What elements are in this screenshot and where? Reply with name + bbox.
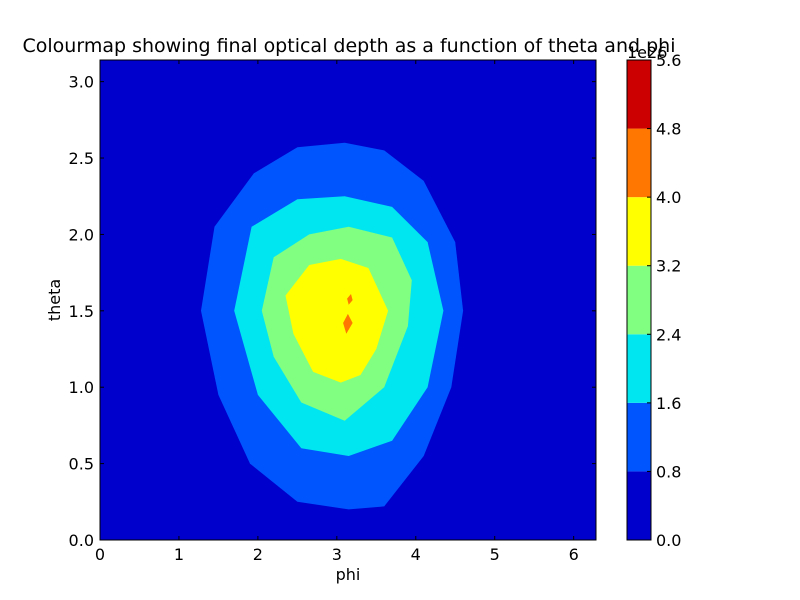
colorbar-frame [626,59,652,541]
colorbar-segment [627,128,651,198]
plot-frame [99,59,597,541]
x-tick-label: 4 [411,545,421,564]
contour-region-6 [347,294,353,305]
x-axis-ticks: 0 1 2 3 4 5 6 [95,60,579,564]
x-tick-label: 0 [95,545,105,564]
x-tick-label: 5 [490,545,500,564]
y-axis-ticks: 0.0 0.5 1.0 1.5 2.0 2.5 3.0 [69,73,596,550]
colorbar-segment [627,60,651,129]
x-tick-label: 1 [174,545,184,564]
y-tick-label: 1.5 [69,302,94,321]
y-tick-label: 0.0 [69,531,94,550]
colorbar-tick-label: 3.2 [656,257,681,276]
x-tick-label: 2 [253,545,263,564]
contour-layers [161,104,499,525]
colorbar-tick-label: 1.6 [656,394,681,413]
y-tick-label: 1.0 [69,378,94,397]
colorbar-segment [627,265,651,335]
colorbar-tick-label: 0.8 [656,462,681,481]
colorbar-segment [627,197,651,266]
x-tick-label: 3 [332,545,342,564]
y-tick-label: 2.0 [69,225,94,244]
colorbar-tick-label: 0.0 [656,531,681,550]
colorbar-segment [627,471,651,540]
colorbar-tick-label: 2.4 [656,325,681,344]
colorbar-ticks: 0.0 0.8 1.6 2.4 3.2 4.0 4.8 5.6 [647,51,681,550]
y-tick-label: 2.5 [69,149,94,168]
colorbar-tick-label: 4.8 [656,120,681,139]
colorbar-segment [627,334,651,403]
x-tick-label: 6 [569,545,579,564]
y-axis-label: theta [45,279,64,321]
y-tick-label: 3.0 [69,73,94,92]
plot-area: 0 1 2 3 4 5 6 0.0 0.5 1.0 1.5 2.0 2.5 3.0 [69,59,597,564]
chart-title: Colourmap showing final optical depth as… [23,35,676,57]
x-axis-label: phi [336,565,361,584]
colorbar-tick-label: 4.0 [656,188,681,207]
contour-region-4 [285,258,389,383]
colorbar-offset-label: 1e26 [627,43,667,62]
colorbar: 0.0 0.8 1.6 2.4 3.2 4.0 4.8 5.6 1e26 [626,43,681,550]
contour-region-5 [343,313,353,334]
colorbar-tick-label: 5.6 [656,51,681,70]
colorbar-segment [627,402,651,472]
y-tick-label: 0.5 [69,455,94,474]
colorbar-segments [627,60,651,540]
